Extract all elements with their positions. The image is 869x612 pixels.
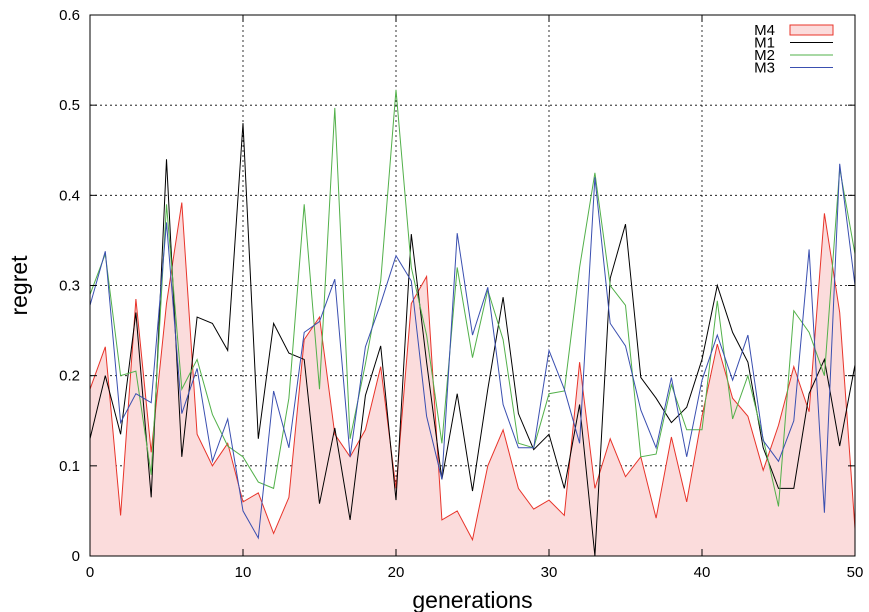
x-tick-label: 40 xyxy=(694,564,711,581)
legend-label-m4: M4 xyxy=(754,22,775,39)
y-axis-label: regret xyxy=(6,255,32,316)
x-tick-label: 30 xyxy=(541,564,558,581)
area-fill-layer xyxy=(90,202,855,556)
series-lines-layer xyxy=(89,89,856,557)
y-tick-label: 0.1 xyxy=(59,458,80,475)
legend-label-m3: M3 xyxy=(754,60,775,77)
y-tick-label: 0.3 xyxy=(59,278,80,295)
series-line-m1 xyxy=(89,123,856,557)
legend-label-m2: M2 xyxy=(754,47,775,64)
series-area-m4 xyxy=(90,202,855,556)
y-tick-label: 0.4 xyxy=(59,187,80,204)
legend-swatch-m4 xyxy=(789,24,834,36)
y-tick-label: 0 xyxy=(72,548,80,565)
x-tick-label: 50 xyxy=(847,564,864,581)
series-line-m3 xyxy=(89,163,856,540)
series-line-m2 xyxy=(89,89,856,507)
x-tick-label: 0 xyxy=(86,564,94,581)
tick-labels: 0 10 20 30 40 50 0 0.1 0.2 0.3 0.4 0.5 0.6 xyxy=(59,7,863,581)
x-tick-label: 10 xyxy=(235,564,252,581)
x-tick-label: 20 xyxy=(388,564,405,581)
y-tick-label: 0.6 xyxy=(59,7,80,24)
y-tick-label: 0.5 xyxy=(59,97,80,114)
x-axis-label: generations xyxy=(412,587,532,612)
axis-ticks xyxy=(89,14,856,557)
y-tick-label: 0.2 xyxy=(59,368,80,385)
legend-label-m1: M1 xyxy=(754,35,775,52)
